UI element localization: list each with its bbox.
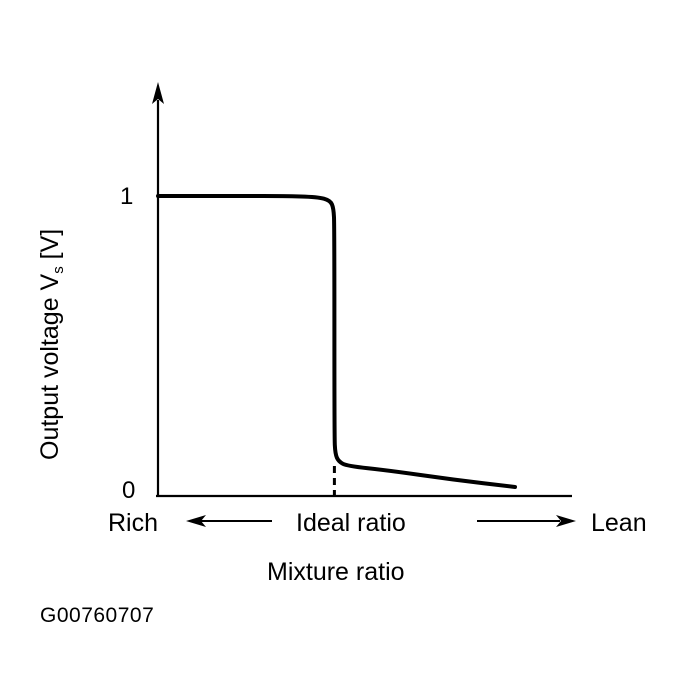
y-axis-label-main: Output voltage V — [36, 273, 64, 460]
y-axis-label-subscript: s — [50, 266, 67, 274]
rich-label: Rich — [108, 509, 158, 537]
x-axis-label: Mixture ratio — [267, 558, 405, 586]
output-voltage-curve — [156, 194, 517, 489]
lean-label: Lean — [591, 509, 647, 537]
figure-id: G00760707 — [40, 604, 155, 627]
lean-arrow-head — [556, 515, 576, 527]
text-layer: Output voltage Vs [V] 1 0 Rich Ideal rat… — [36, 183, 647, 586]
y-axis-arrow — [152, 82, 164, 104]
axes — [152, 82, 576, 527]
y-axis-label: Output voltage Vs [V] — [36, 229, 67, 460]
rich-arrow-head — [186, 515, 206, 527]
y-tick-label-1: 1 — [120, 183, 133, 210]
y-axis-label-unit: [V] — [36, 229, 64, 267]
ideal-ratio-label: Ideal ratio — [296, 509, 406, 537]
curve-layer — [156, 194, 517, 489]
y-tick-label-0: 0 — [122, 477, 135, 504]
